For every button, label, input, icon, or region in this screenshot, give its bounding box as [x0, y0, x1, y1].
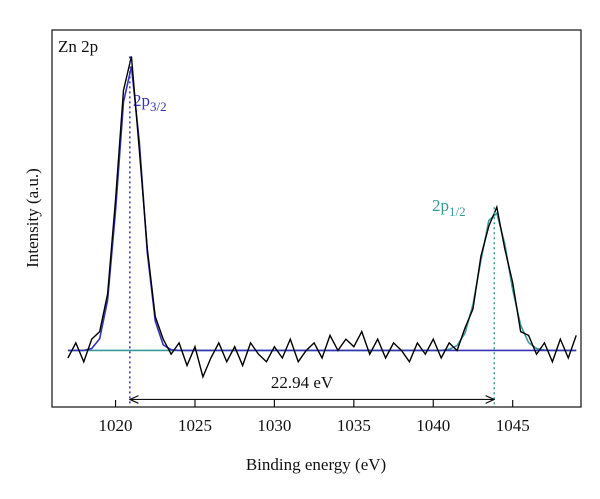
data-line: [67, 56, 577, 380]
peak-label-main: 2p: [133, 91, 150, 110]
x-tick-label: 1030: [257, 416, 291, 435]
peak-label: 2p3/2: [133, 91, 167, 114]
x-tick-label: 1045: [496, 416, 530, 435]
x-tick-label: 1020: [99, 416, 133, 435]
data-line: [67, 211, 577, 352]
peak-label-sub: 3/2: [150, 99, 167, 114]
y-axis-label: Intensity (a.u.): [23, 168, 42, 268]
chart-title: Zn 2p: [58, 37, 98, 56]
peak-label-sub: 1/2: [449, 204, 466, 219]
peak-label: 2p1/2: [432, 196, 466, 219]
x-tick-label: 1025: [178, 416, 212, 435]
x-axis-label: Binding energy (eV): [246, 455, 386, 474]
x-tick-label: 1035: [337, 416, 371, 435]
plot-frame: [51, 29, 582, 408]
x-tick-label: 1040: [416, 416, 450, 435]
peak-label-main: 2p: [432, 196, 449, 215]
arrow-label: 22.94 eV: [271, 373, 334, 392]
